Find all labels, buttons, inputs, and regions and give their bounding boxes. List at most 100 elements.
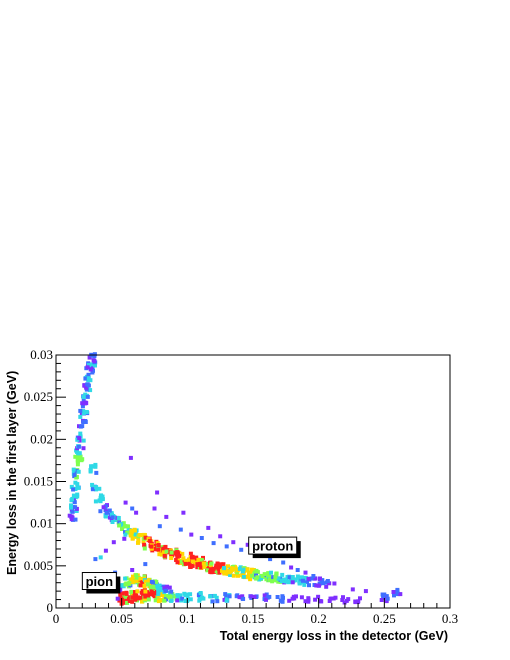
heatmap-cell xyxy=(239,547,244,552)
heatmap-cell xyxy=(251,568,256,572)
heatmap-cell xyxy=(93,557,98,562)
heatmap-cell xyxy=(77,436,82,441)
heatmap-cell xyxy=(175,560,180,565)
heatmap-cell xyxy=(211,566,216,571)
heatmap-cell xyxy=(81,438,86,443)
heatmap-cell xyxy=(302,582,307,587)
heatmap-cell xyxy=(67,513,72,518)
heatmap-cell xyxy=(187,557,191,562)
heatmap-cell xyxy=(123,500,128,505)
heatmap-cell xyxy=(178,527,183,532)
y-axis-title: Energy loss in the first layer (GeV) xyxy=(5,371,19,575)
heatmap-cell xyxy=(74,475,79,480)
heatmap-cell xyxy=(162,585,167,590)
heatmap-cell xyxy=(103,548,108,553)
heatmap-cell xyxy=(218,534,223,539)
heatmap-cell xyxy=(196,557,201,562)
heatmap-cell xyxy=(205,561,210,566)
axis-ticks: 0 0.05 0.1 0.15 0.2 0.25 0.3 0 0.005 0.01 0.015 0.0… xyxy=(24,347,458,626)
heatmap-cell xyxy=(306,576,311,581)
heatmap-cell xyxy=(184,592,189,597)
heatmap-cell xyxy=(133,577,138,581)
heatmap-cell xyxy=(151,585,156,590)
heatmap-cell xyxy=(142,546,147,551)
heatmap-cell xyxy=(136,596,141,601)
heatmap-cell xyxy=(290,596,295,601)
heatmap-cell xyxy=(262,593,267,598)
heatmap-cell xyxy=(130,536,135,541)
heatmap-cell xyxy=(74,509,79,513)
heatmap-cell xyxy=(350,587,355,592)
heatmap-cell xyxy=(141,539,146,544)
heatmap-cell xyxy=(219,562,223,567)
heatmap-cell xyxy=(124,591,129,596)
heatmap-cell xyxy=(77,438,82,443)
heatmap-cell xyxy=(382,592,387,597)
heatmap-cell xyxy=(398,592,403,597)
heatmap-cell xyxy=(90,365,95,370)
heatmap-cell xyxy=(123,532,128,537)
heatmap-cell xyxy=(189,532,194,537)
heatmap-cell xyxy=(199,536,204,540)
heatmap-cell xyxy=(188,597,193,602)
heatmap-cell xyxy=(194,555,199,560)
heatmap-cell xyxy=(284,579,289,584)
heatmap-cell xyxy=(340,598,345,602)
heatmap-cell xyxy=(90,370,95,375)
heatmap-cell xyxy=(135,589,140,594)
heatmap-cell xyxy=(181,556,186,561)
heatmap-cell xyxy=(143,589,148,594)
y-tick-label: 0 xyxy=(47,600,54,615)
heatmap-cell xyxy=(169,550,174,555)
heatmap-cell xyxy=(104,510,109,515)
heatmap-cell xyxy=(249,567,254,572)
heatmap-cell xyxy=(307,583,311,588)
heatmap-cell xyxy=(76,444,81,449)
heatmap-cell xyxy=(183,558,188,563)
heatmap-cell xyxy=(129,589,134,594)
heatmap-cell xyxy=(321,581,326,586)
heatmap-cell xyxy=(190,559,195,564)
heatmap-cell xyxy=(98,509,103,514)
heatmap-cell xyxy=(305,580,309,584)
heatmap-cell xyxy=(241,574,246,579)
heatmap-cell xyxy=(133,590,137,595)
heatmap-cell xyxy=(103,504,108,509)
heatmap-cell xyxy=(78,408,83,413)
heatmap-cell xyxy=(73,486,78,491)
heatmap-cell xyxy=(124,594,129,599)
heatmap-cell xyxy=(287,598,292,603)
x-tick-label: 0.1 xyxy=(179,611,195,626)
heatmap-cell xyxy=(208,594,213,599)
heatmap-cell xyxy=(146,582,151,587)
heatmap-cell xyxy=(136,536,141,541)
heatmap-cell xyxy=(73,505,78,510)
heatmap-cell xyxy=(325,579,330,583)
heatmap-cell xyxy=(164,549,169,554)
heatmap-cell xyxy=(82,401,87,406)
heatmap-cell xyxy=(188,551,193,556)
y-tick-label: 0.005 xyxy=(24,558,53,573)
heatmap-cell xyxy=(146,597,151,602)
heatmap-cell xyxy=(140,580,145,585)
heatmap-cell xyxy=(342,600,347,605)
heatmap-cell xyxy=(78,431,83,436)
heatmap-cell xyxy=(280,572,285,577)
y-tick-label: 0.025 xyxy=(24,389,53,404)
heatmap-cell xyxy=(158,586,163,591)
heatmap-cell xyxy=(224,544,229,549)
heatmap-cell xyxy=(177,553,182,558)
heatmap-cell xyxy=(73,517,78,522)
heatmap-cell xyxy=(100,494,105,499)
x-tick-label: 0.05 xyxy=(110,611,133,626)
heatmap-cell xyxy=(145,580,150,585)
heatmap-cell xyxy=(120,598,125,602)
heatmap-cell xyxy=(93,363,97,368)
heatmap-cell xyxy=(140,599,144,604)
heatmap-cell xyxy=(281,560,286,565)
heatmap-cell xyxy=(381,595,386,600)
heatmap-cell xyxy=(229,566,234,571)
heatmap-cell xyxy=(231,540,236,545)
heatmap-cell xyxy=(198,591,203,595)
heatmap-cell xyxy=(217,570,222,575)
